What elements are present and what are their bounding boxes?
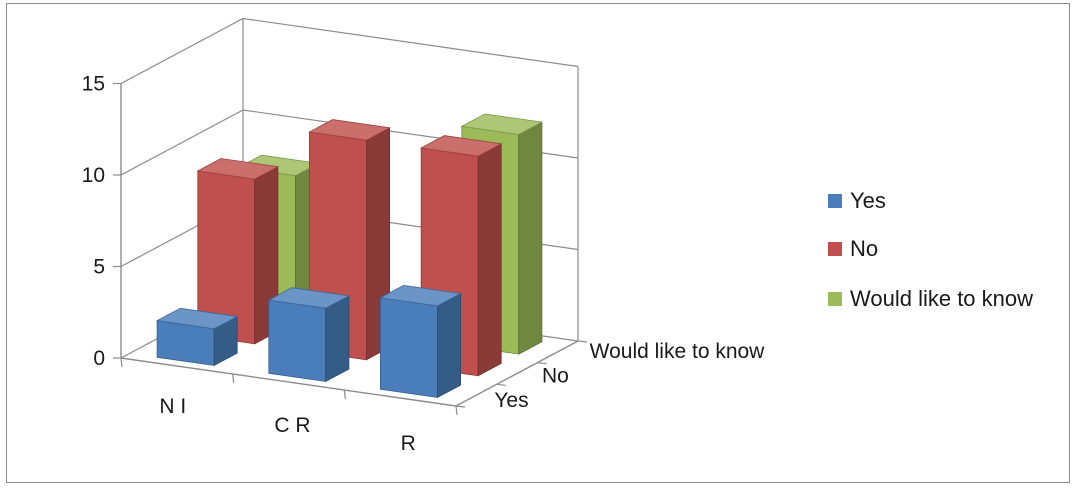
x-axis	[120, 357, 457, 407]
tick-labels: 0 5 10 15 N I C R R Yes No Would like to know	[82, 73, 766, 456]
x-tick	[120, 357, 123, 368]
x-tick-label: N I	[159, 395, 186, 418]
legend-item: No	[828, 236, 878, 262]
legend-item: Would like to know	[828, 286, 1033, 312]
bar-top-face	[308, 119, 391, 141]
y-tick-label: 0	[93, 347, 105, 370]
depth-tick	[537, 362, 547, 365]
legend-item: Yes	[828, 188, 886, 214]
bar-side-face	[477, 143, 502, 377]
legend-swatch	[828, 242, 842, 256]
gridline	[120, 17, 579, 85]
legend-label: Would like to know	[850, 286, 1034, 311]
bar-top-face	[419, 135, 503, 157]
bar-top-face	[267, 287, 351, 309]
y-tick-label: 15	[82, 73, 105, 96]
x-tick	[343, 389, 346, 400]
depth-tick	[455, 405, 466, 408]
chart-frame: 0 5 10 15 N I C R R Yes No Would like to know	[6, 3, 1070, 483]
bar-yes	[155, 307, 239, 367]
x-tick	[455, 405, 458, 416]
legend-label: No	[850, 236, 879, 261]
depth-tick	[577, 340, 588, 343]
bar-front-face	[268, 299, 327, 382]
bars	[155, 113, 544, 399]
depth-tick-label: Would like to know	[590, 340, 766, 363]
bar-top-face	[379, 284, 462, 307]
depth-tick-label: No	[542, 365, 569, 388]
axes	[113, 82, 588, 416]
bar-top-face	[155, 307, 239, 330]
y-tick-label: 5	[93, 256, 105, 279]
bar-side-face	[436, 292, 462, 399]
x-tick	[232, 373, 235, 384]
depth-axis	[455, 340, 579, 407]
chart-plot: 0 5 10 15 N I C R R Yes No Would like to know	[82, 17, 766, 456]
bar-side-face	[518, 121, 543, 355]
bar-top-face	[460, 113, 544, 135]
bar-front-face	[379, 297, 438, 398]
x-tick-label: R	[401, 432, 416, 455]
bar-top-face	[196, 158, 280, 180]
legend-swatch	[828, 194, 842, 208]
legend-label: Yes	[850, 188, 886, 213]
x-tick-label: C R	[274, 414, 310, 437]
depth-tick	[496, 383, 506, 386]
depth-tick-label: Yes	[494, 389, 528, 412]
y-tick-label: 10	[82, 164, 105, 187]
legend-swatch	[828, 292, 842, 306]
bar-side-face	[325, 295, 350, 383]
bar-yes	[379, 284, 462, 399]
bar-yes	[267, 287, 351, 383]
